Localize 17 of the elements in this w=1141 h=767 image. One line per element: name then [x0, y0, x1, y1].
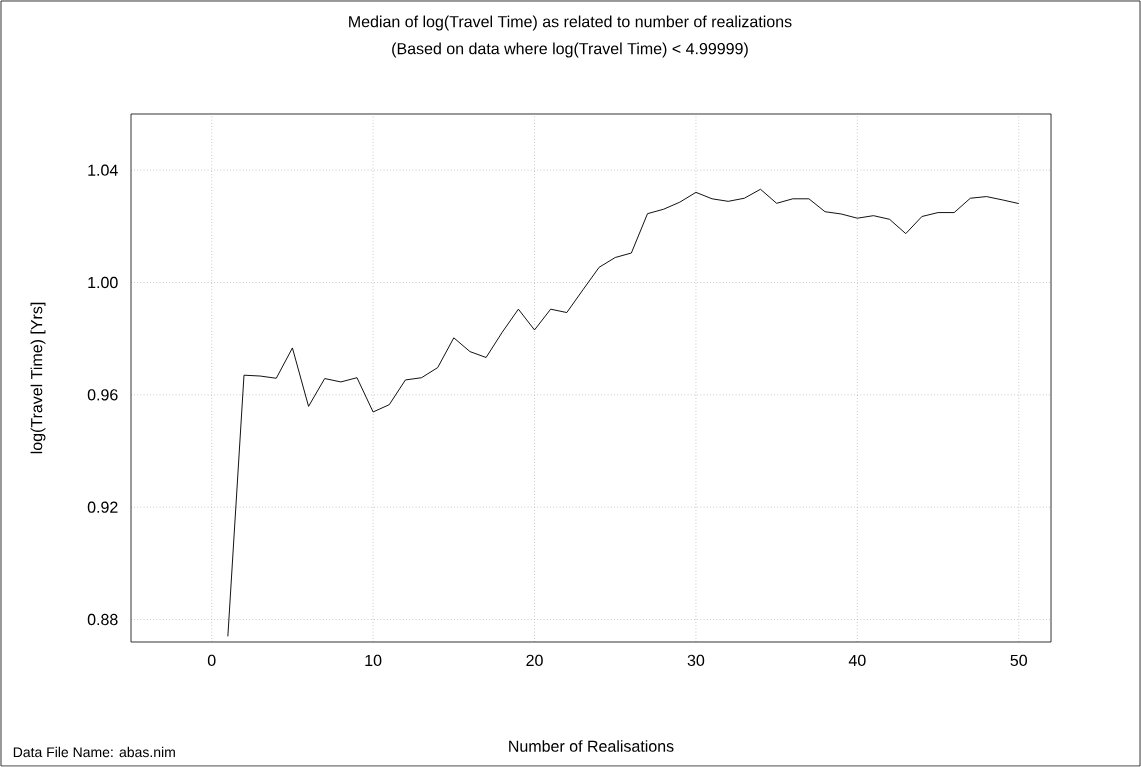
line-series — [227, 188, 1020, 637]
x-axis-title: Number of Realisations — [509, 740, 674, 752]
y-tick-label: 0.96 — [87, 389, 118, 401]
chart-subtitle: (Based on data where log(Travel Time) < 4.99999) — [392, 42, 748, 58]
x-tick-label: 40 — [848, 654, 866, 667]
x-tick-label: 10 — [365, 654, 382, 667]
y-tick-label: 0.88 — [87, 613, 118, 626]
y-tick-label: 1.00 — [88, 276, 118, 289]
text: Data File Name: abas.nim — [13, 746, 175, 758]
y-axis-title: log(Travel Time) [Yrs] — [30, 302, 46, 454]
x-tick-label: 20 — [526, 654, 543, 667]
chart-title: Median of log(Travel Time) as related to number of realizations — [349, 15, 792, 31]
y-tick-label: 1.04 — [88, 164, 118, 176]
y-tick-label: 0.92 — [87, 501, 118, 513]
x-tick-label: 30 — [687, 654, 705, 667]
x-tick-label: 50 — [1010, 654, 1028, 667]
x-tick-label: 0 — [207, 654, 216, 667]
